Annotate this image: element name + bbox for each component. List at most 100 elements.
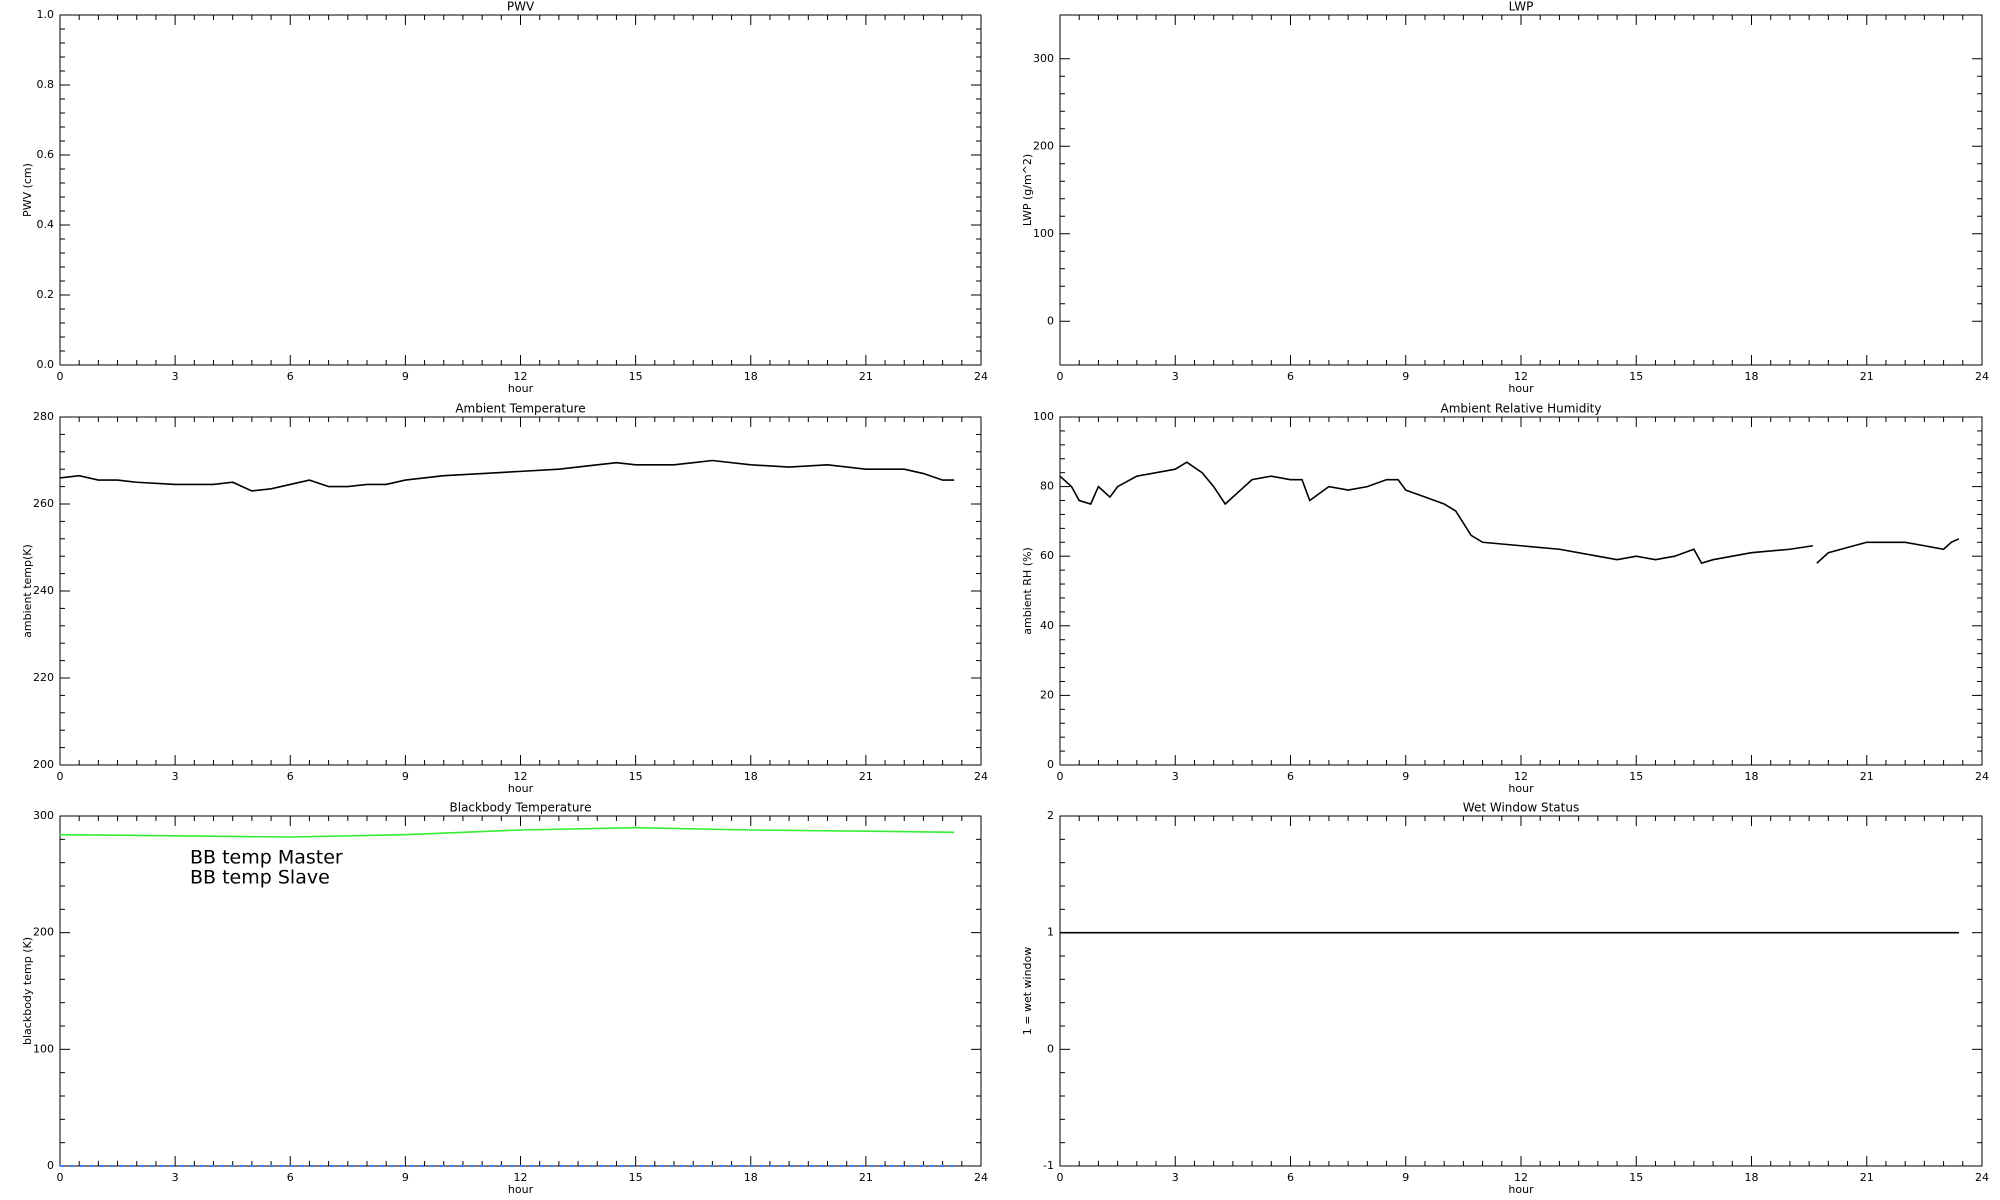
x-tick-label: 3 bbox=[172, 370, 179, 383]
x-tick-label: 3 bbox=[1172, 370, 1179, 383]
x-tick-label: 9 bbox=[1402, 370, 1409, 383]
x-tick-label: 6 bbox=[1287, 770, 1294, 783]
x-tick-label: 15 bbox=[629, 370, 643, 383]
x-tick-label: 24 bbox=[974, 770, 988, 783]
y-tick-label: 300 bbox=[1033, 52, 1054, 65]
x-tick-label: 15 bbox=[1629, 1171, 1643, 1184]
x-tick-label: 12 bbox=[1514, 770, 1528, 783]
x-tick-label: 0 bbox=[1057, 370, 1064, 383]
x-tick-label: 3 bbox=[1172, 770, 1179, 783]
chart-title: Wet Window Status bbox=[1463, 801, 1579, 815]
x-tick-label: 18 bbox=[1745, 1171, 1759, 1184]
y-tick-label: 200 bbox=[33, 926, 54, 939]
plot-frame bbox=[1059, 815, 1983, 1167]
x-tick-label: 12 bbox=[1514, 370, 1528, 383]
x-tick-label: 9 bbox=[1402, 1171, 1409, 1184]
chart-title: Ambient Temperature bbox=[455, 402, 585, 416]
x-tick-label: 0 bbox=[57, 770, 64, 783]
y-tick-label: 0.0 bbox=[37, 358, 55, 371]
chart-title: Ambient Relative Humidity bbox=[1441, 402, 1602, 416]
data-line bbox=[59, 826, 955, 838]
legend-entry: BB temp Master bbox=[190, 847, 343, 869]
x-tick-label: 0 bbox=[1057, 1171, 1064, 1184]
x-tick-label: 15 bbox=[1629, 770, 1643, 783]
y-tick-label: 220 bbox=[33, 671, 54, 684]
y-tick-label: 0 bbox=[1047, 314, 1054, 327]
plot-frame bbox=[59, 14, 982, 366]
chart-title: PWV bbox=[507, 0, 535, 14]
y-tick-label: 0 bbox=[1047, 758, 1054, 771]
x-tick-label: 9 bbox=[402, 770, 409, 783]
x-tick-label: 3 bbox=[172, 1171, 179, 1184]
y-tick-label: 280 bbox=[33, 410, 54, 423]
chart-title: LWP bbox=[1509, 0, 1534, 14]
y-axis-label: PWV (cm) bbox=[21, 163, 34, 217]
y-tick-label: 0 bbox=[1047, 1042, 1054, 1055]
y-tick-label: 20 bbox=[1040, 688, 1054, 701]
x-axis-label: hour bbox=[508, 1183, 534, 1196]
x-tick-label: 24 bbox=[1975, 370, 1989, 383]
x-tick-label: 6 bbox=[1287, 370, 1294, 383]
x-tick-label: 3 bbox=[1172, 1171, 1179, 1184]
x-tick-label: 0 bbox=[57, 1171, 64, 1184]
y-tick-label: -1 bbox=[1043, 1159, 1054, 1172]
x-axis-label: hour bbox=[508, 382, 534, 395]
x-tick-label: 21 bbox=[859, 1171, 873, 1184]
x-tick-label: 9 bbox=[402, 1171, 409, 1184]
y-tick-label: 200 bbox=[1033, 139, 1054, 152]
x-tick-label: 15 bbox=[1629, 370, 1643, 383]
x-tick-label: 0 bbox=[1057, 770, 1064, 783]
y-axis-label: ambient RH (%) bbox=[1021, 547, 1034, 635]
plot-frame bbox=[1059, 14, 1983, 366]
x-tick-label: 6 bbox=[287, 1171, 294, 1184]
x-tick-label: 0 bbox=[57, 370, 64, 383]
x-tick-label: 21 bbox=[859, 370, 873, 383]
x-tick-label: 24 bbox=[974, 1171, 988, 1184]
x-tick-label: 18 bbox=[744, 370, 758, 383]
y-axis-label: LWP (g/m^2) bbox=[1021, 154, 1034, 226]
x-tick-label: 12 bbox=[1514, 1171, 1528, 1184]
x-tick-label: 9 bbox=[402, 370, 409, 383]
x-tick-label: 21 bbox=[1860, 370, 1874, 383]
x-tick-label: 18 bbox=[744, 770, 758, 783]
y-tick-label: 60 bbox=[1040, 549, 1054, 562]
x-tick-label: 6 bbox=[1287, 1171, 1294, 1184]
plot-frame bbox=[59, 416, 982, 766]
x-tick-label: 24 bbox=[1975, 1171, 1989, 1184]
y-tick-label: 100 bbox=[33, 1042, 54, 1055]
y-tick-label: 0.2 bbox=[37, 288, 55, 301]
y-axis-label: 1 = wet window bbox=[1021, 947, 1034, 1036]
x-axis-label: hour bbox=[508, 782, 534, 795]
data-line bbox=[1816, 538, 1960, 564]
x-tick-label: 12 bbox=[514, 370, 528, 383]
y-tick-label: 0 bbox=[47, 1159, 54, 1172]
x-tick-label: 18 bbox=[1745, 370, 1759, 383]
x-tick-label: 18 bbox=[1745, 770, 1759, 783]
x-tick-label: 15 bbox=[629, 770, 643, 783]
x-tick-label: 6 bbox=[287, 770, 294, 783]
y-axis-label: blackbody temp (K) bbox=[21, 937, 34, 1045]
x-tick-label: 15 bbox=[629, 1171, 643, 1184]
y-tick-label: 240 bbox=[33, 584, 54, 597]
x-axis-label: hour bbox=[1508, 1183, 1534, 1196]
x-tick-label: 24 bbox=[1975, 770, 1989, 783]
y-tick-label: 260 bbox=[33, 497, 54, 510]
x-tick-label: 9 bbox=[1402, 770, 1409, 783]
y-tick-label: 2 bbox=[1047, 809, 1054, 822]
y-tick-label: 0.6 bbox=[37, 148, 55, 161]
x-tick-label: 21 bbox=[859, 770, 873, 783]
x-tick-label: 18 bbox=[744, 1171, 758, 1184]
x-tick-label: 21 bbox=[1860, 1171, 1874, 1184]
x-tick-label: 24 bbox=[974, 370, 988, 383]
y-tick-label: 200 bbox=[33, 758, 54, 771]
y-tick-label: 40 bbox=[1040, 619, 1054, 632]
chart-title: Blackbody Temperature bbox=[450, 801, 592, 815]
y-tick-label: 1 bbox=[1047, 926, 1054, 939]
y-tick-label: 300 bbox=[33, 809, 54, 822]
data-line bbox=[59, 459, 955, 492]
x-axis-label: hour bbox=[1508, 382, 1534, 395]
x-tick-label: 3 bbox=[172, 770, 179, 783]
legend-entry: BB temp Slave bbox=[190, 867, 330, 889]
